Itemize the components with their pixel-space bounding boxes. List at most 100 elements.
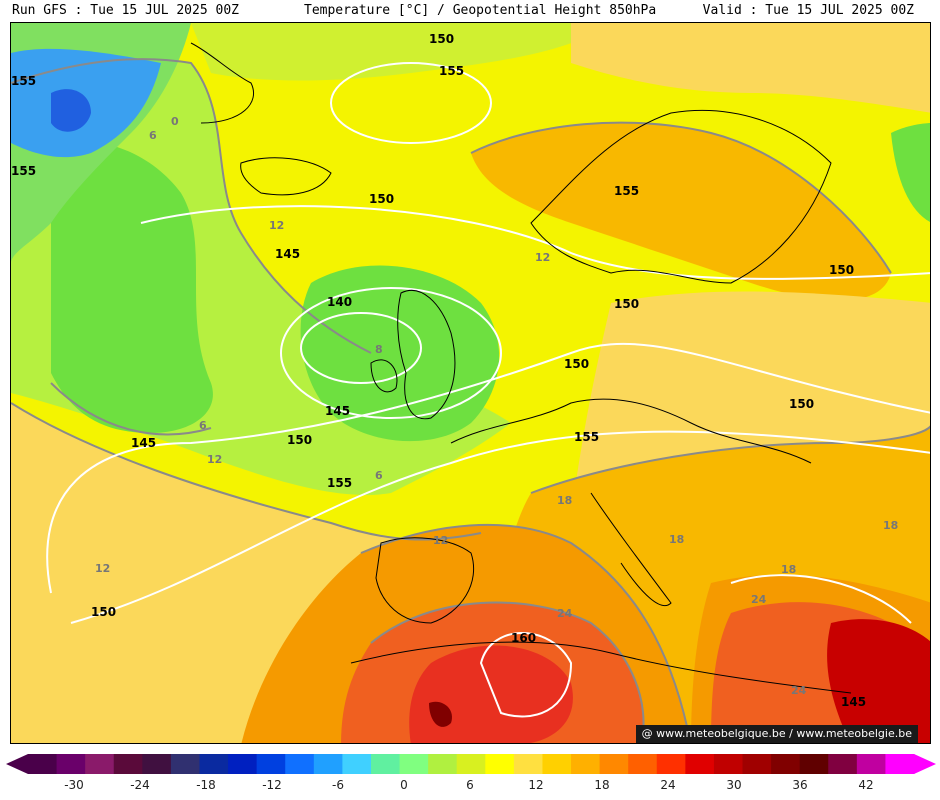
isohypse-155-north — [330, 62, 492, 144]
credit-label: @ www.meteobelgique.be / www.meteobelgie… — [635, 725, 918, 743]
color-scale-tick-label: 18 — [594, 778, 610, 792]
color-scale-segment — [370, 754, 401, 774]
color-scale-segment — [456, 754, 486, 774]
color-scale-ticks: -30 -24 -18 -12 -6 0 6 12 18 24 30 36 42 — [0, 778, 940, 798]
height-label: 150 — [369, 192, 394, 206]
height-label: 145 — [325, 404, 350, 418]
color-scale-segment — [399, 754, 429, 774]
isotherm-18 — [530, 425, 930, 494]
isohypse-150-north — [140, 205, 930, 280]
color-scale-tick-label: 30 — [726, 778, 742, 792]
height-contours — [46, 62, 930, 718]
height-label: 155 — [11, 164, 36, 178]
color-scale-bar — [6, 754, 936, 774]
field-veryhot-east — [827, 619, 930, 743]
coast-scandinavia — [530, 110, 832, 284]
chart-title: Temperature [°C] / Geopotential Height 8… — [304, 3, 657, 18]
temp-label: 6 — [199, 419, 207, 432]
color-scale-right-arrow — [914, 754, 936, 774]
color-scale-segment — [485, 754, 515, 774]
color-scale-segment — [628, 754, 658, 774]
height-label: 155 — [614, 184, 639, 198]
coast-britain — [397, 289, 456, 420]
color-scale-tick-label: -30 — [64, 778, 84, 792]
chart-header: Run GFS : Tue 15 JUL 2025 00Z Temperatur… — [0, 0, 940, 22]
isohypse-155-mid — [70, 430, 930, 624]
color-scale-segment — [313, 754, 343, 774]
color-scale-segment — [771, 754, 801, 774]
run-label: Run GFS : Tue 15 JUL 2025 00Z — [12, 3, 239, 18]
temp-label: 12 — [269, 219, 284, 232]
temp-label: 12 — [433, 534, 448, 547]
color-scale-segment — [856, 754, 886, 774]
temp-label: 24 — [751, 593, 767, 606]
temp-label: 6 — [149, 129, 157, 142]
height-label: 155 — [439, 64, 464, 78]
color-scale-segment — [542, 754, 572, 774]
color-scale-segment — [828, 754, 858, 774]
height-label: 150 — [91, 605, 116, 619]
color-scale-tick-label: 42 — [858, 778, 874, 792]
isotherm-6-b — [50, 382, 212, 436]
temp-label: 6 — [375, 469, 383, 482]
isohypse-160-africa — [479, 632, 573, 718]
height-label: 140 — [327, 295, 352, 309]
coast-iberia — [375, 537, 475, 624]
valid-label: Valid : Tue 15 JUL 2025 00Z — [702, 3, 914, 18]
temp-label: 24 — [791, 684, 807, 697]
color-scale-segment — [142, 754, 172, 774]
temp-label: 8 — [375, 343, 383, 356]
color-scale-tick-label: 24 — [660, 778, 676, 792]
field-green-atlantic — [51, 140, 213, 433]
field-arctic-lightorange — [571, 23, 930, 113]
color-scale-segment — [170, 754, 200, 774]
temp-label: 12 — [95, 562, 110, 575]
color-scale-segment — [799, 754, 829, 774]
height-label: 155 — [574, 430, 599, 444]
color-scale-segment — [113, 754, 143, 774]
temp-label: 12 — [207, 453, 222, 466]
coast-iceland — [240, 157, 332, 196]
color-scale-segment — [199, 754, 229, 774]
temp-label: 24 — [557, 607, 573, 620]
color-scale-tick-label: 6 — [466, 778, 474, 792]
color-scale-segment — [256, 754, 286, 774]
height-label: 145 — [275, 247, 300, 261]
color-scale-segment — [599, 754, 629, 774]
color-scale-tick-label: -18 — [196, 778, 216, 792]
isotherm-12-north — [470, 121, 892, 274]
field-very-cold — [51, 89, 91, 132]
color-scale-tick-label: 12 — [528, 778, 544, 792]
isohypse-150-mid — [46, 342, 930, 594]
coast-italy — [590, 492, 672, 606]
temp-label: 0 — [171, 115, 179, 128]
isohypse-145-uk — [280, 287, 502, 419]
color-scale-tick-label: -12 — [262, 778, 282, 792]
temp-label: 18 — [883, 519, 898, 532]
height-label: 155 — [327, 476, 352, 490]
temp-label: 18 — [781, 563, 796, 576]
color-scale-tick-label: 36 — [792, 778, 808, 792]
color-scale-segment — [28, 754, 58, 774]
temperature-labels: 12 12 8 6 12 6 12 12 18 18 18 24 24 24 1… — [95, 115, 898, 697]
map-svg: 150 155 155 150 145 140 145 145 150 155 … — [11, 23, 930, 743]
color-scale-segment — [285, 754, 315, 774]
field-green-east — [891, 123, 930, 222]
color-scale-segment — [228, 754, 258, 774]
coast-ireland — [370, 359, 398, 393]
height-label: 150 — [614, 297, 639, 311]
height-label: 150 — [829, 263, 854, 277]
weather-map[interactable]: 150 155 155 150 145 140 145 145 150 155 … — [10, 22, 931, 744]
color-scale-segments — [6, 754, 936, 774]
height-label: 150 — [789, 397, 814, 411]
color-scale-tick-label: -6 — [332, 778, 344, 792]
color-scale-segment — [656, 754, 686, 774]
color-scale-segment — [513, 754, 543, 774]
isotherm-6-a — [11, 58, 372, 354]
field-green-uk — [300, 265, 500, 442]
color-scale-segment — [56, 754, 86, 774]
height-label: 160 — [511, 631, 536, 645]
isohypse-140 — [300, 312, 422, 384]
coast-europe-north — [450, 398, 812, 464]
coast-africa — [350, 641, 852, 694]
